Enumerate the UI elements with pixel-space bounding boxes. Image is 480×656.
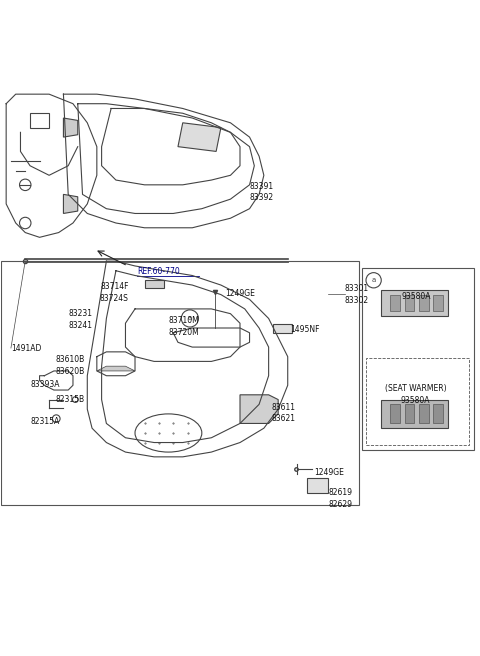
Text: 82315B: 82315B <box>56 395 85 404</box>
Text: 83301
83302: 83301 83302 <box>345 283 369 304</box>
Bar <box>307 478 328 493</box>
Text: 83391
83392: 83391 83392 <box>250 182 274 203</box>
Text: 83393A: 83393A <box>30 380 60 389</box>
Bar <box>405 404 414 423</box>
Polygon shape <box>144 280 164 289</box>
Text: a: a <box>188 316 192 321</box>
Text: 83610B
83620B: 83610B 83620B <box>56 355 85 376</box>
Polygon shape <box>97 366 135 371</box>
Text: 1249GE: 1249GE <box>314 468 344 477</box>
Bar <box>419 404 429 423</box>
Bar <box>1 261 360 504</box>
Bar <box>274 324 292 333</box>
Bar <box>419 295 429 312</box>
Polygon shape <box>63 118 78 137</box>
Bar <box>362 268 474 450</box>
Text: 82315A: 82315A <box>30 417 59 426</box>
Text: 83231
83241: 83231 83241 <box>68 310 92 330</box>
Bar <box>390 404 400 423</box>
Bar <box>381 290 447 316</box>
Bar <box>390 295 400 312</box>
Bar <box>381 400 447 428</box>
Text: 83714F
83724S: 83714F 83724S <box>100 282 129 302</box>
Bar <box>366 358 469 445</box>
Text: a: a <box>372 277 376 283</box>
Bar <box>433 295 443 312</box>
Text: 1495NF: 1495NF <box>290 325 320 335</box>
Polygon shape <box>240 395 278 423</box>
Bar <box>405 295 414 312</box>
Polygon shape <box>178 123 221 152</box>
Text: (SEAT WARMER)
93580A: (SEAT WARMER) 93580A <box>385 384 446 405</box>
Text: 1249GE: 1249GE <box>225 289 254 298</box>
Text: 83710M
83720M: 83710M 83720M <box>168 316 199 337</box>
Text: REF.60-770: REF.60-770 <box>137 267 180 276</box>
Text: 93580A: 93580A <box>402 293 432 302</box>
Text: 1491AD: 1491AD <box>11 344 41 352</box>
Bar <box>433 404 443 423</box>
Text: 83611
83621: 83611 83621 <box>271 403 295 423</box>
Polygon shape <box>63 194 78 213</box>
Text: 82619
82629: 82619 82629 <box>328 488 352 509</box>
